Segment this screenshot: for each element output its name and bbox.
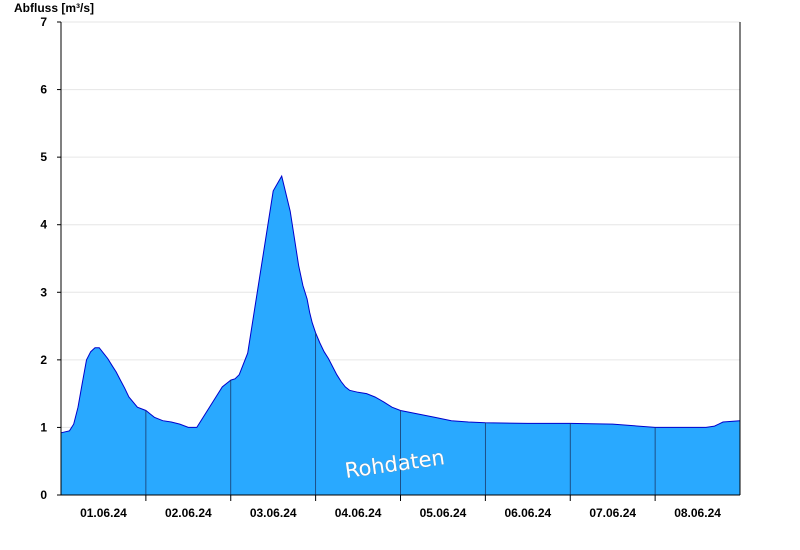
grid-lines xyxy=(61,21,740,428)
x-tick-label: 04.06.24 xyxy=(335,506,382,520)
discharge-line xyxy=(60,174,741,434)
y-tick-label: 0 xyxy=(40,488,47,502)
y-tick-label: 3 xyxy=(40,285,47,299)
x-tick-label: 06.06.24 xyxy=(504,506,551,520)
y-tick-label: 6 xyxy=(40,83,47,97)
x-tick-label: 08.06.24 xyxy=(674,506,721,520)
x-axis-ticks: 01.06.24 02.06.24 03.06.24 04.06.24 05.06.24… xyxy=(80,495,721,520)
x-tick-label: 07.06.24 xyxy=(589,506,636,520)
x-tick-label: 05.06.24 xyxy=(420,506,467,520)
y-tick-label: 7 xyxy=(40,15,47,29)
y-axis-ticks: 0 1 2 3 4 5 6 7 xyxy=(40,15,61,502)
y-tick-label: 4 xyxy=(40,218,47,232)
day-divider-lines xyxy=(145,332,656,495)
x-tick-label: 01.06.24 xyxy=(80,506,127,520)
x-tick-label: 03.06.24 xyxy=(250,506,297,520)
y-tick-label: 2 xyxy=(40,353,47,367)
y-tick-label: 1 xyxy=(40,420,47,434)
y-tick-label: 5 xyxy=(40,150,47,164)
y-axis-title: Abfluss [m³/s] xyxy=(14,1,95,15)
x-tick-label: 02.06.24 xyxy=(165,506,212,520)
